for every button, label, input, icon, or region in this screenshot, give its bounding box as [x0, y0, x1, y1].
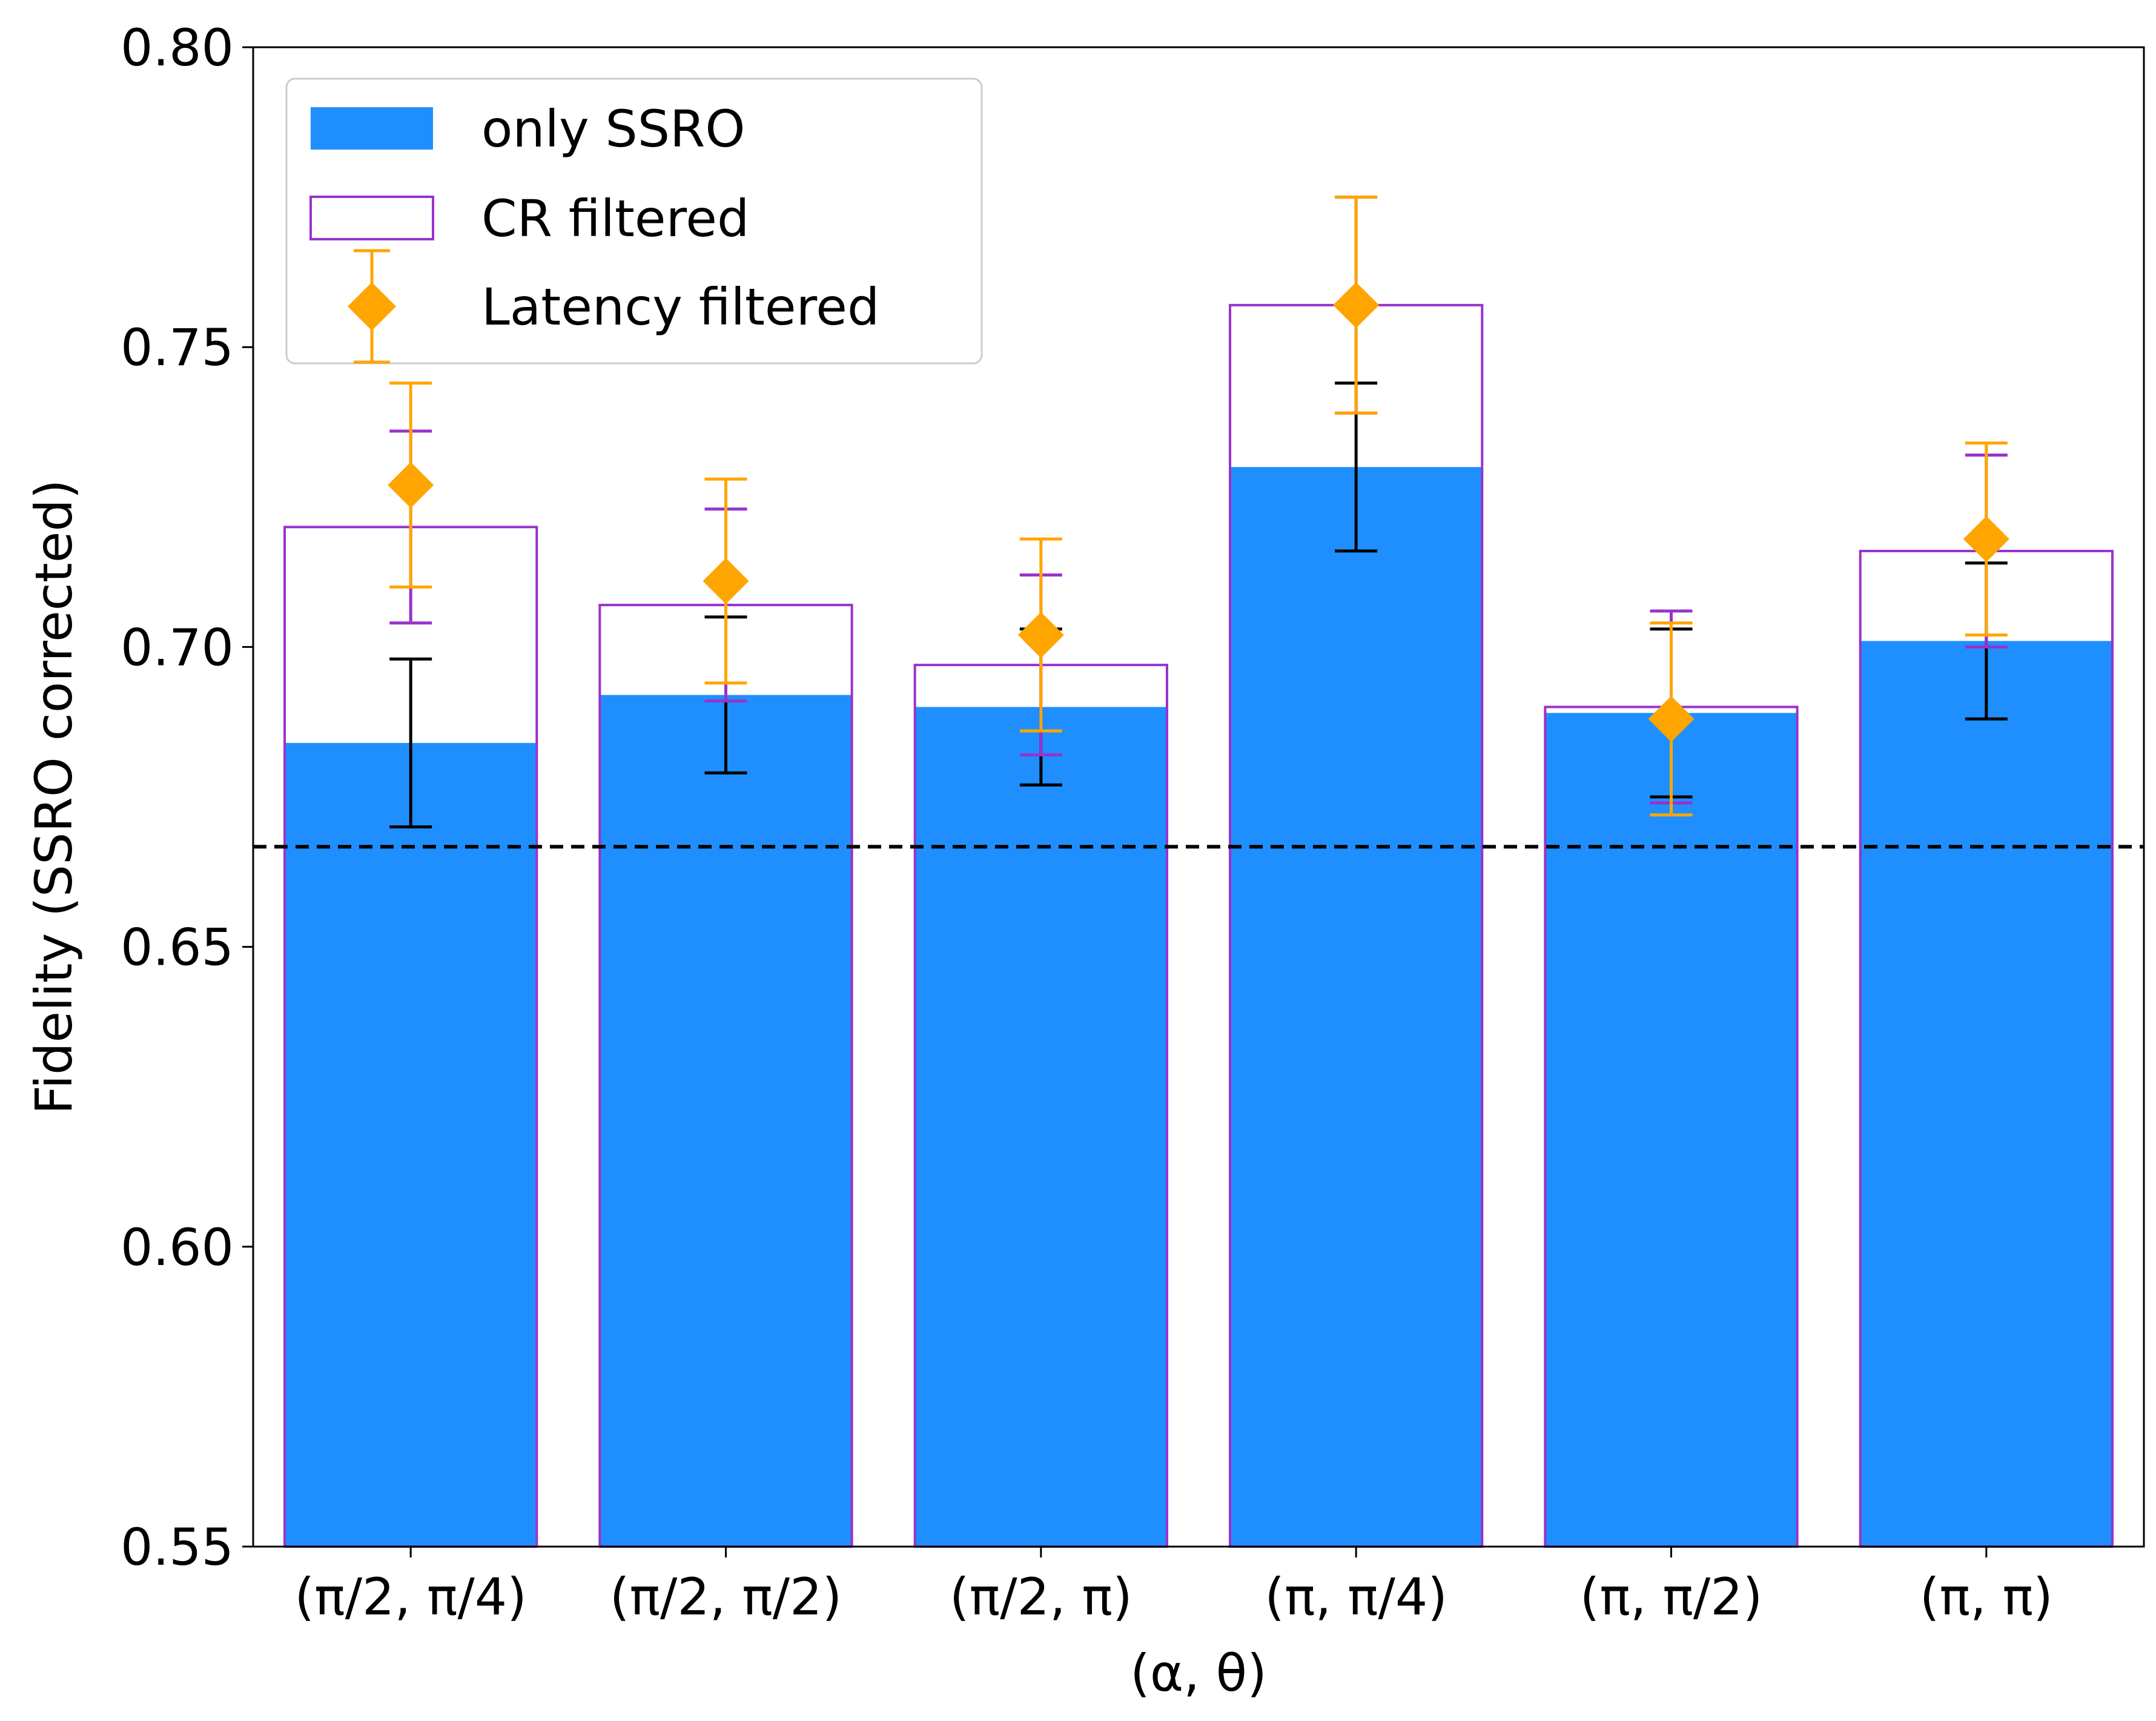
x-tick-label: (π, π/4)	[1265, 1567, 1447, 1627]
y-tick-label: 0.60	[121, 1218, 234, 1277]
legend-label: CR filtered	[481, 189, 749, 248]
legend: only SSRO CR filtered Latency filtered	[285, 78, 983, 365]
x-tick-label: (π/2, π)	[950, 1567, 1133, 1627]
y-tick-label: 0.70	[121, 618, 234, 677]
x-tick-label: (π/2, π/4)	[294, 1567, 527, 1627]
x-tick-label: (π/2, π/2)	[610, 1567, 842, 1627]
only-ssro-bar	[285, 742, 537, 1547]
legend-swatch-latency-filtered	[348, 249, 396, 364]
only-ssro-bar	[600, 695, 852, 1547]
legend-label: only SSRO	[481, 99, 746, 159]
legend-box	[285, 78, 983, 365]
x-axis-title: (α, θ)	[1130, 1643, 1267, 1703]
only-ssro-bar	[1230, 467, 1483, 1547]
latency-marker	[1648, 696, 1695, 742]
x-axis-ticks: (π/2, π/4) (π/2, π/2) (π/2, π) (π, π/4) (π, …	[294, 1547, 2053, 1627]
only-ssro-bar	[914, 707, 1167, 1547]
y-axis-ticks: 0.55 0.60 0.65 0.70 0.75 0.80	[121, 18, 253, 1577]
cr-filtered-bars	[283, 303, 2114, 1548]
latency-markers	[388, 282, 2009, 742]
only-ssro-bar	[1860, 641, 2112, 1547]
x-tick-label: (π, π)	[1920, 1567, 2053, 1627]
latency-marker	[1963, 516, 2009, 563]
only-ssro-bar	[1545, 713, 1797, 1547]
y-tick-label: 0.55	[121, 1518, 234, 1577]
y-tick-label: 0.75	[121, 318, 234, 377]
latency-marker	[703, 558, 749, 604]
legend-swatch-cr-filtered	[309, 196, 434, 240]
latency-marker	[1333, 282, 1380, 328]
y-axis-title: Fidelity (SSRO corrected)	[24, 479, 84, 1114]
only-ssro-error-bar	[389, 657, 432, 829]
y-tick-label: 0.65	[121, 918, 234, 977]
legend-label: Latency filtered	[481, 277, 879, 337]
y-tick-label: 0.80	[121, 18, 234, 78]
legend-swatch-only-ssro	[311, 107, 433, 150]
plot-frame	[252, 46, 2145, 1548]
only-ssro-bars	[285, 467, 2112, 1547]
x-tick-label: (π, π/2)	[1580, 1567, 1763, 1627]
latency-marker	[1017, 612, 1064, 658]
latency-marker	[388, 461, 434, 508]
